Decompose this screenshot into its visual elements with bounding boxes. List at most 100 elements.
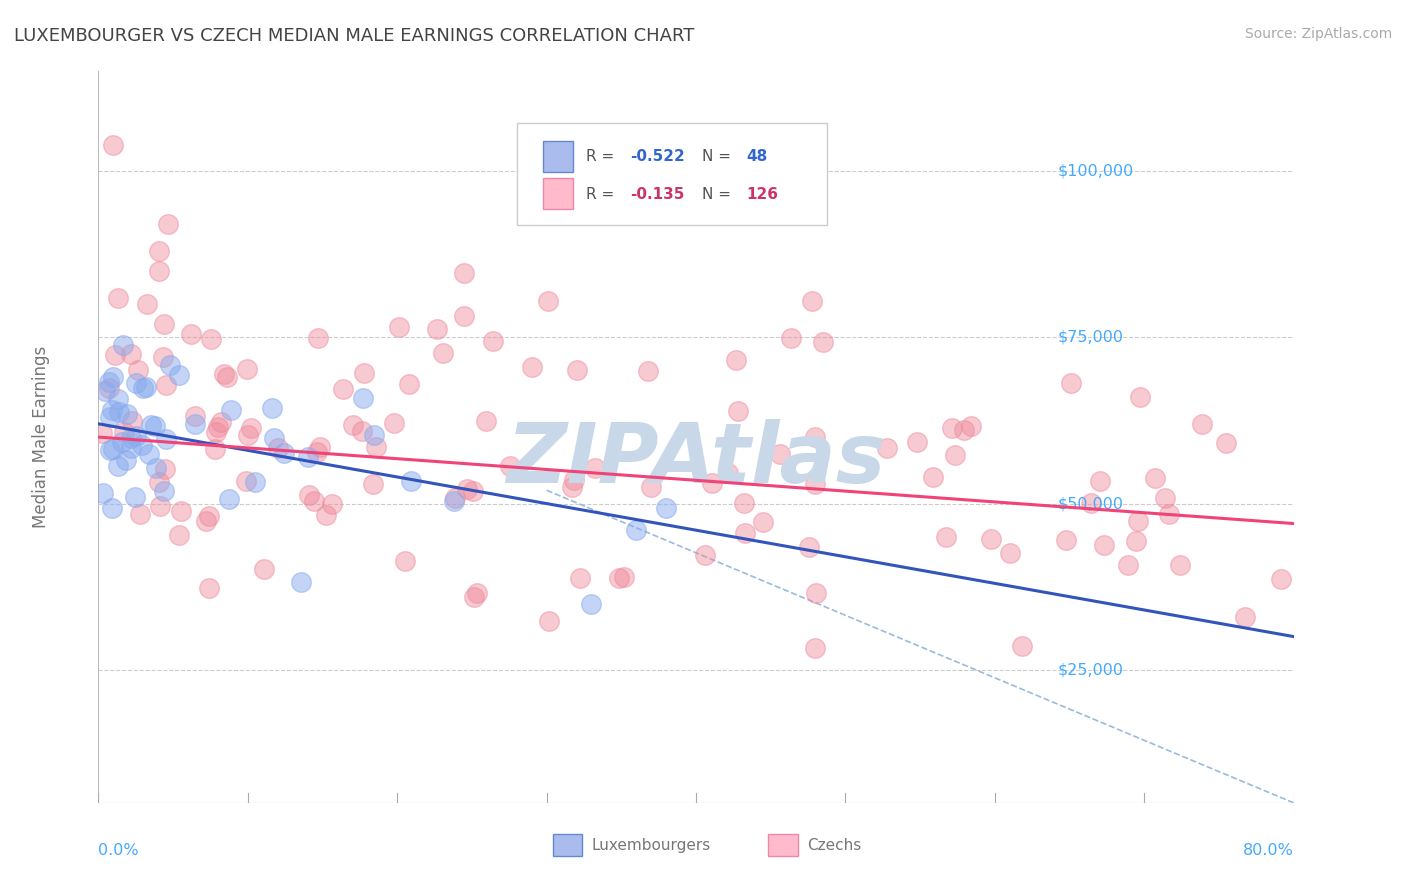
Point — [804, 430, 827, 444]
Point — [953, 423, 976, 437]
Point — [1153, 491, 1175, 505]
Point — [998, 546, 1021, 560]
Point — [1159, 507, 1181, 521]
Point — [803, 477, 825, 491]
Point — [217, 369, 239, 384]
Point — [198, 581, 221, 595]
Text: Source: ZipAtlas.com: Source: ZipAtlas.com — [1244, 27, 1392, 41]
Point — [129, 507, 152, 521]
Point — [90, 426, 112, 441]
Point — [607, 571, 630, 585]
Text: $50,000: $50,000 — [1059, 496, 1123, 511]
Text: $75,000: $75,000 — [1059, 330, 1123, 345]
Point — [302, 494, 325, 508]
Point — [613, 570, 636, 584]
Point — [307, 331, 329, 345]
Point — [499, 458, 522, 473]
Point — [139, 418, 162, 433]
Point — [148, 244, 170, 258]
Point — [157, 217, 180, 231]
Text: LUXEMBOURGER VS CZECH MEDIAN MALE EARNINGS CORRELATION CHART: LUXEMBOURGER VS CZECH MEDIAN MALE EARNIN… — [14, 27, 695, 45]
Point — [655, 501, 678, 516]
Point — [98, 443, 121, 458]
Point — [98, 409, 121, 424]
Point — [350, 424, 373, 438]
Point — [98, 376, 121, 390]
Point — [1092, 538, 1115, 552]
Point — [907, 434, 929, 449]
FancyBboxPatch shape — [517, 122, 827, 225]
Point — [184, 409, 207, 423]
Point — [125, 376, 148, 390]
Point — [218, 491, 240, 506]
Point — [124, 490, 146, 504]
Point — [804, 585, 827, 599]
Point — [267, 441, 290, 455]
Point — [290, 574, 312, 589]
Point — [583, 461, 606, 475]
Point — [733, 496, 755, 510]
Point — [727, 404, 749, 418]
Point — [120, 431, 142, 445]
Point — [1168, 558, 1191, 572]
Point — [107, 405, 129, 419]
Point — [561, 480, 583, 494]
Text: R =: R = — [586, 186, 619, 202]
Point — [305, 445, 328, 459]
Point — [112, 425, 135, 439]
Text: Czechs: Czechs — [807, 838, 862, 853]
Point — [204, 442, 226, 456]
Point — [195, 515, 218, 529]
Point — [626, 523, 648, 537]
Point — [204, 425, 226, 439]
Point — [219, 402, 242, 417]
Point — [1270, 572, 1292, 586]
Point — [876, 441, 898, 455]
Point — [1059, 376, 1081, 391]
Point — [581, 597, 603, 611]
Point — [273, 446, 295, 460]
Point — [1215, 435, 1237, 450]
Text: N =: N = — [702, 186, 735, 202]
Point — [453, 310, 475, 324]
Point — [538, 614, 561, 628]
Text: R =: R = — [586, 150, 619, 164]
Point — [797, 540, 820, 554]
Point — [943, 448, 966, 462]
Point — [432, 346, 454, 360]
Point — [1080, 496, 1102, 510]
Point — [921, 469, 943, 483]
Point — [238, 427, 260, 442]
Point — [138, 447, 160, 461]
Point — [453, 266, 475, 280]
Point — [131, 438, 153, 452]
Point — [183, 417, 205, 431]
Text: 126: 126 — [747, 186, 778, 202]
Point — [388, 320, 411, 334]
Point — [482, 334, 505, 348]
Point — [115, 453, 138, 467]
Point — [127, 363, 149, 377]
Point — [107, 459, 129, 474]
Point — [124, 429, 146, 443]
Point — [363, 427, 385, 442]
Point — [263, 431, 285, 445]
Point — [935, 530, 957, 544]
Point — [235, 474, 257, 488]
Point — [1191, 417, 1213, 432]
Point — [145, 460, 167, 475]
Point — [107, 291, 129, 305]
Point — [243, 475, 266, 489]
Point — [394, 554, 416, 568]
Point — [212, 367, 235, 381]
Point — [461, 483, 484, 498]
Point — [120, 347, 142, 361]
Point — [463, 591, 485, 605]
Text: ZIPAtlas: ZIPAtlas — [506, 418, 886, 500]
Point — [717, 466, 740, 480]
Text: 80.0%: 80.0% — [1243, 843, 1294, 858]
Point — [465, 586, 488, 600]
Point — [803, 641, 825, 656]
Point — [1126, 514, 1149, 528]
Point — [569, 571, 592, 585]
